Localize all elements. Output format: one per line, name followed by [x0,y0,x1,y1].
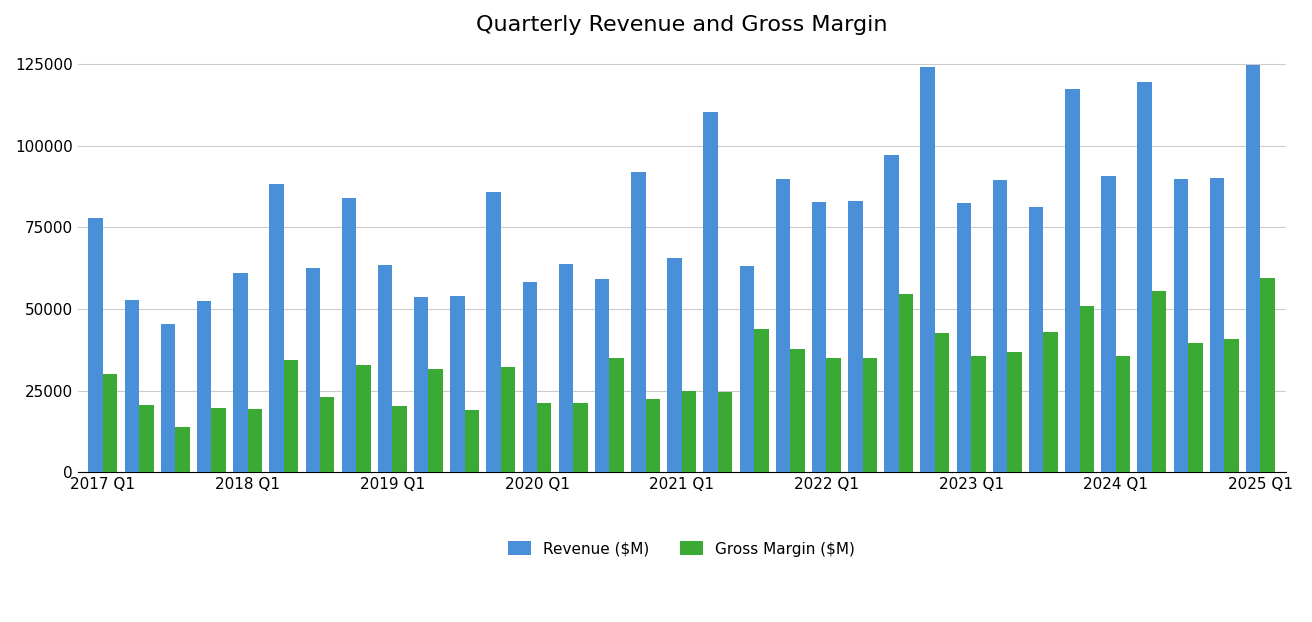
Legend: Revenue ($M), Gross Margin ($M): Revenue ($M), Gross Margin ($M) [502,536,861,563]
Bar [1029,208,1043,473]
Bar [1174,179,1189,473]
Bar [718,392,732,473]
Bar [1115,356,1130,473]
Bar [1101,176,1115,473]
Bar [429,369,443,473]
Bar [283,360,298,473]
Bar [1189,343,1203,473]
Bar [102,374,117,473]
Bar [1043,332,1057,473]
Bar [740,266,754,473]
Bar [956,203,971,473]
Bar [1246,65,1261,473]
Bar [415,297,429,473]
Bar [537,403,551,473]
Bar [935,333,950,473]
Bar [609,358,623,473]
Bar [559,264,573,473]
Bar [306,267,320,473]
Bar [1138,81,1152,473]
Bar [971,356,985,473]
Bar [1065,90,1080,473]
Bar [139,406,154,473]
Bar [884,154,899,473]
Bar [1224,339,1239,473]
Bar [1008,352,1022,473]
Bar [921,67,935,473]
Bar [501,367,516,473]
Bar [197,301,211,473]
Bar [668,259,682,473]
Bar [450,295,464,473]
Bar [594,279,609,473]
Bar [812,202,827,473]
Bar [341,198,356,473]
Bar [827,358,841,473]
Bar [573,403,588,473]
Bar [269,184,283,473]
Bar [646,399,660,473]
Bar [631,172,646,473]
Bar [899,294,913,473]
Bar [125,300,139,473]
Bar [1152,292,1166,473]
Bar [862,358,876,473]
Bar [1080,307,1094,473]
Bar [703,112,718,473]
Title: Quarterly Revenue and Gross Margin: Quarterly Revenue and Gross Margin [476,15,887,35]
Bar [392,406,407,473]
Bar [754,328,769,473]
Bar [522,282,537,473]
Bar [234,273,248,473]
Bar [1210,178,1224,473]
Bar [775,179,790,473]
Bar [161,324,176,473]
Bar [993,180,1008,473]
Bar [790,350,804,473]
Bar [487,192,501,473]
Bar [320,397,335,473]
Bar [378,266,392,473]
Bar [211,408,226,473]
Bar [1261,278,1275,473]
Bar [88,218,102,473]
Bar [356,364,370,473]
Bar [464,410,479,473]
Bar [848,202,862,473]
Bar [682,391,697,473]
Bar [248,409,262,473]
Bar [176,427,190,473]
